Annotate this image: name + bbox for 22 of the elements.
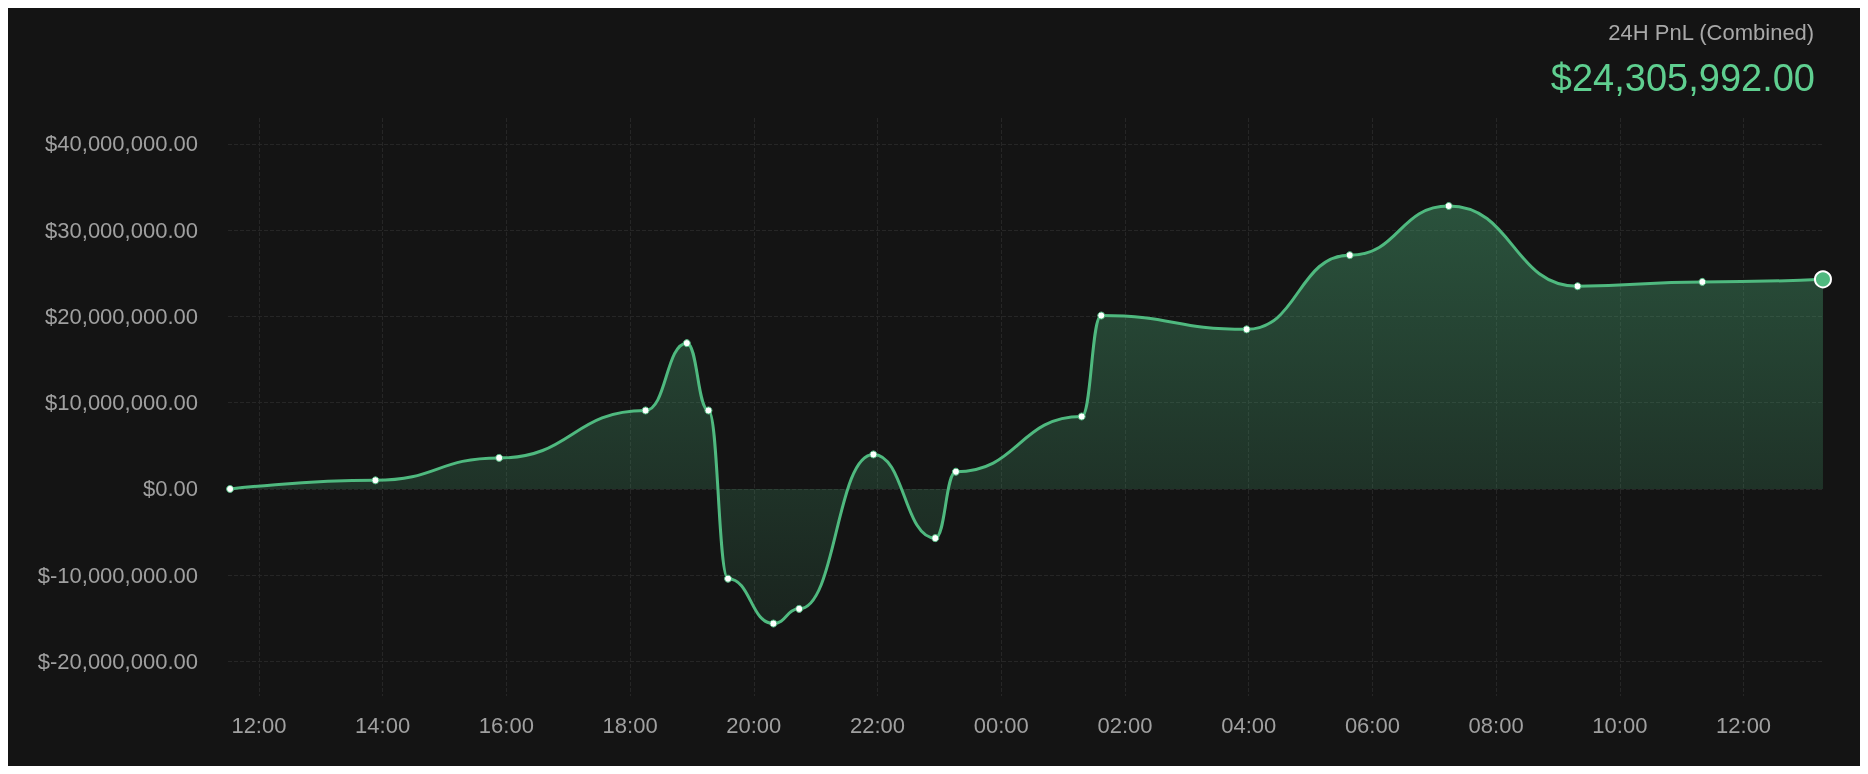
y-tick-label: $-20,000,000.00 <box>37 648 198 674</box>
y-tick-label: $10,000,000.00 <box>45 390 198 416</box>
x-tick-label: 20:00 <box>726 712 782 738</box>
x-tick-label: 22:00 <box>850 712 906 738</box>
x-tick-label: 12:00 <box>1716 712 1772 738</box>
y-tick-label: $40,000,000.00 <box>45 131 198 157</box>
x-tick-label: 16:00 <box>478 712 534 738</box>
x-tick-label: 04:00 <box>1221 712 1277 738</box>
x-tick-label: 06:00 <box>1344 712 1400 738</box>
x-tick-label: 00:00 <box>973 712 1029 738</box>
x-tick-label: 14:00 <box>355 712 411 738</box>
y-tick-label: $0.00 <box>142 476 198 502</box>
y-tick-label: $-10,000,000.00 <box>37 562 198 588</box>
x-tick-label: 12:00 <box>231 712 287 738</box>
x-tick-label: 02:00 <box>1097 712 1153 738</box>
x-tick-label: 10:00 <box>1592 712 1648 738</box>
chart-title: 24H PnL (Combined) <box>1608 19 1815 45</box>
y-tick-label: $30,000,000.00 <box>45 217 198 243</box>
x-tick-label: 08:00 <box>1468 712 1524 738</box>
x-tick-label: 18:00 <box>602 712 658 738</box>
y-tick-label: $20,000,000.00 <box>45 303 198 329</box>
chart-subtitle: $24,305,992.00 <box>1550 57 1816 99</box>
